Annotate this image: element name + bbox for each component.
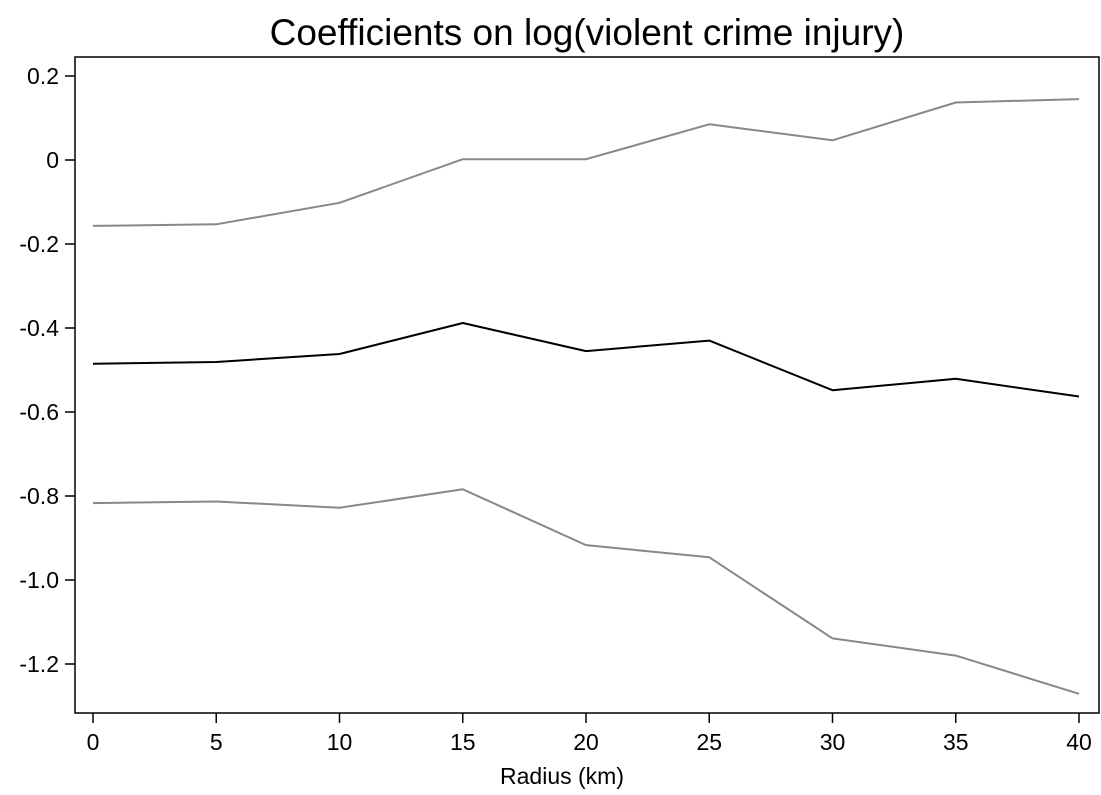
series-group (92, 98, 1080, 695)
y-tick-label: 0 (46, 147, 59, 173)
y-tick-label: 0.2 (27, 63, 59, 89)
plot-frame (74, 56, 1100, 714)
chart-title: Coefficients on log(violent crime injury… (270, 12, 905, 53)
x-axis-label: Radius (km) (500, 763, 624, 789)
y-tick-label: -1.0 (19, 567, 59, 593)
x-tick-label: 25 (696, 729, 722, 755)
x-tick-label: 40 (1066, 729, 1092, 755)
x-tick-label: 30 (820, 729, 846, 755)
x-tick-label: 5 (210, 729, 223, 755)
x-tick-label: 20 (573, 729, 599, 755)
coefficient-line (92, 322, 1080, 398)
x-tick-label: 35 (943, 729, 969, 755)
y-tick-label: -0.2 (19, 231, 59, 257)
x-tick-label: 0 (87, 729, 100, 755)
lower-bound-line (92, 488, 1080, 695)
x-axis: 0 5 10 15 20 25 30 35 40 (87, 713, 1092, 755)
y-tick-label: -0.8 (19, 483, 59, 509)
x-tick-label: 15 (450, 729, 476, 755)
upper-bound-line (92, 98, 1080, 227)
y-axis: 0.2 0 -0.2 -0.4 -0.6 -0.8 -1.0 -1.2 (19, 63, 75, 677)
y-tick-label: -0.6 (19, 399, 59, 425)
y-tick-label: -1.2 (19, 651, 59, 677)
y-tick-label: -0.4 (19, 315, 59, 341)
plot-border (74, 56, 1100, 714)
x-tick-label: 10 (327, 729, 353, 755)
